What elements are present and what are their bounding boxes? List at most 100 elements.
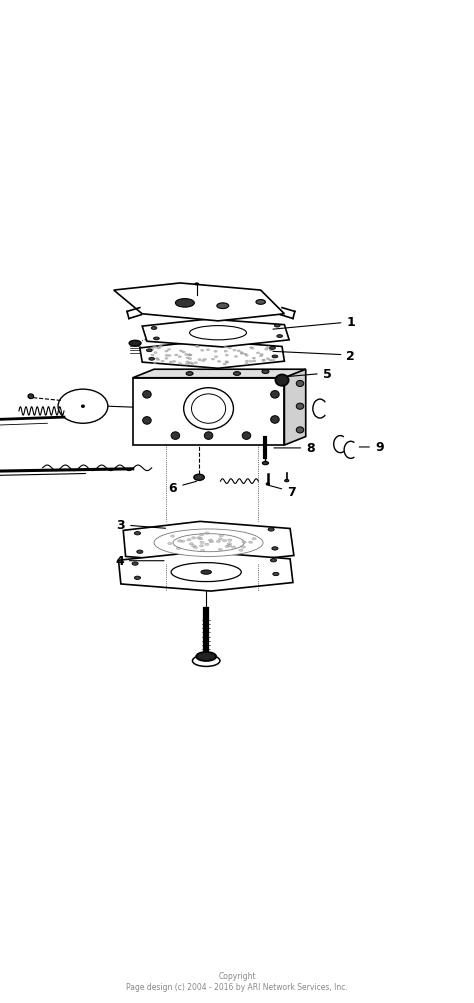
Ellipse shape [242,542,246,544]
Ellipse shape [227,543,231,546]
Ellipse shape [262,360,265,362]
Ellipse shape [188,363,191,365]
Ellipse shape [239,550,243,552]
Ellipse shape [167,349,171,351]
Ellipse shape [154,352,157,354]
Polygon shape [114,284,284,322]
Ellipse shape [271,416,279,424]
Ellipse shape [222,540,227,543]
Ellipse shape [233,372,240,376]
Ellipse shape [296,381,304,387]
Ellipse shape [266,483,269,485]
Ellipse shape [137,551,143,554]
Ellipse shape [155,358,159,360]
Ellipse shape [181,541,185,543]
Ellipse shape [177,541,182,543]
Ellipse shape [269,349,273,351]
Polygon shape [133,378,284,445]
Ellipse shape [262,370,269,374]
Ellipse shape [169,362,173,363]
Ellipse shape [187,539,191,542]
Ellipse shape [208,540,212,542]
Ellipse shape [240,353,244,355]
Ellipse shape [231,547,236,549]
Ellipse shape [244,354,247,356]
Ellipse shape [200,534,204,537]
Ellipse shape [245,361,248,363]
Ellipse shape [214,351,217,353]
Ellipse shape [171,536,175,538]
Ellipse shape [154,347,157,349]
Ellipse shape [196,346,200,348]
Ellipse shape [159,345,163,347]
Ellipse shape [270,559,277,563]
Ellipse shape [269,360,272,362]
Ellipse shape [190,326,246,340]
Ellipse shape [266,347,269,349]
Text: 8: 8 [274,442,315,455]
Ellipse shape [225,546,229,548]
Ellipse shape [252,538,256,541]
Ellipse shape [149,358,155,361]
Ellipse shape [198,359,201,361]
Text: 2: 2 [273,349,355,362]
Polygon shape [118,553,293,592]
Ellipse shape [171,563,241,582]
Ellipse shape [245,363,248,365]
Ellipse shape [171,432,180,440]
Ellipse shape [129,341,141,347]
Ellipse shape [191,363,194,365]
Ellipse shape [205,533,209,535]
Ellipse shape [151,355,154,357]
Ellipse shape [277,335,283,338]
Ellipse shape [132,563,138,566]
Ellipse shape [156,359,160,361]
Ellipse shape [135,577,140,580]
Ellipse shape [189,362,192,364]
Ellipse shape [264,349,268,351]
Ellipse shape [151,327,157,330]
Ellipse shape [218,549,222,552]
Ellipse shape [214,356,218,358]
Ellipse shape [192,655,220,667]
Ellipse shape [191,394,226,424]
Ellipse shape [296,404,304,410]
Polygon shape [140,341,284,369]
Ellipse shape [219,535,223,538]
Ellipse shape [225,355,228,357]
Ellipse shape [216,541,220,543]
Text: Copyright
Page design (c) 2004 - 2016 by ARI Network Services, Inc.: Copyright Page design (c) 2004 - 2016 by… [126,971,348,991]
Ellipse shape [228,348,231,350]
Ellipse shape [179,350,182,352]
Ellipse shape [256,352,260,354]
Ellipse shape [245,355,248,357]
Text: 5: 5 [287,367,331,380]
Ellipse shape [191,546,196,548]
Ellipse shape [204,432,213,440]
Ellipse shape [273,573,279,576]
Polygon shape [142,320,289,348]
Ellipse shape [262,360,265,362]
Ellipse shape [186,372,193,376]
Ellipse shape [237,350,240,352]
Ellipse shape [223,364,227,366]
Ellipse shape [242,432,251,440]
Ellipse shape [296,427,304,433]
Ellipse shape [313,399,327,418]
Ellipse shape [233,350,236,352]
Ellipse shape [197,537,201,540]
Ellipse shape [284,480,289,482]
Ellipse shape [194,474,204,480]
Polygon shape [284,370,306,445]
Text: 9: 9 [359,441,383,454]
Ellipse shape [224,347,227,349]
Ellipse shape [201,350,204,352]
Ellipse shape [251,348,254,350]
Ellipse shape [82,405,84,408]
Ellipse shape [153,362,156,364]
Ellipse shape [186,361,189,363]
Ellipse shape [201,571,211,575]
Ellipse shape [217,304,229,309]
Text: 7: 7 [268,485,296,498]
Ellipse shape [165,355,168,357]
